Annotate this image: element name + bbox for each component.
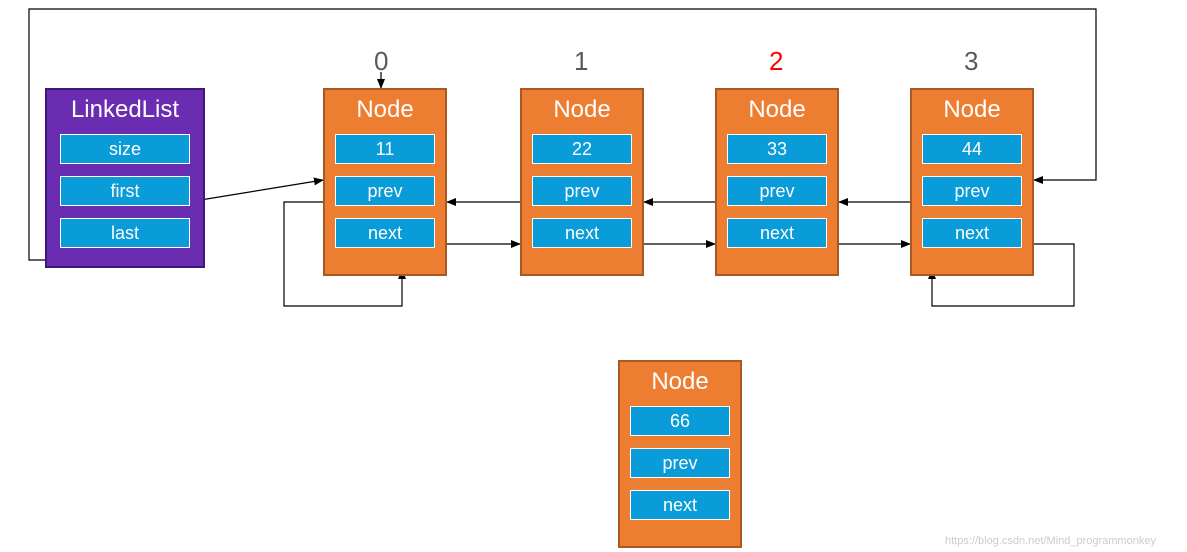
node-title: Node [553, 96, 610, 124]
node-prev: prev [335, 176, 435, 206]
node-2: Node 33 prev next [715, 88, 839, 276]
node-value: 44 [922, 134, 1022, 164]
node-4: Node 66 prev next [618, 360, 742, 548]
node-title: Node [943, 96, 1000, 124]
node-value: 11 [335, 134, 435, 164]
node-next: next [335, 218, 435, 248]
watermark-url: https://blog.csdn.net/Mind_programmonkey [945, 535, 1156, 547]
linkedlist-box: LinkedList size first last [45, 88, 205, 268]
index-label-3: 3 [964, 46, 978, 77]
node-next: next [922, 218, 1022, 248]
node-prev: prev [727, 176, 827, 206]
node-next: next [532, 218, 632, 248]
index-label-0: 0 [374, 46, 388, 77]
index-label-1: 1 [574, 46, 588, 77]
node-title: Node [748, 96, 805, 124]
linkedlist-field-last: last [60, 218, 190, 248]
node-value: 33 [727, 134, 827, 164]
linkedlist-title: LinkedList [71, 96, 179, 124]
node-value: 66 [630, 406, 730, 436]
node-prev: prev [630, 448, 730, 478]
node-title: Node [356, 96, 413, 124]
node-prev: prev [532, 176, 632, 206]
node-next: next [727, 218, 827, 248]
index-label-2: 2 [769, 46, 783, 77]
linkedlist-field-first: first [60, 176, 190, 206]
node-0: Node 11 prev next [323, 88, 447, 276]
node-prev: prev [922, 176, 1022, 206]
node-title: Node [651, 368, 708, 396]
node-1: Node 22 prev next [520, 88, 644, 276]
node-next: next [630, 490, 730, 520]
arrows-layer [0, 0, 1187, 552]
node-3: Node 44 prev next [910, 88, 1034, 276]
linkedlist-field-size: size [60, 134, 190, 164]
node-value: 22 [532, 134, 632, 164]
